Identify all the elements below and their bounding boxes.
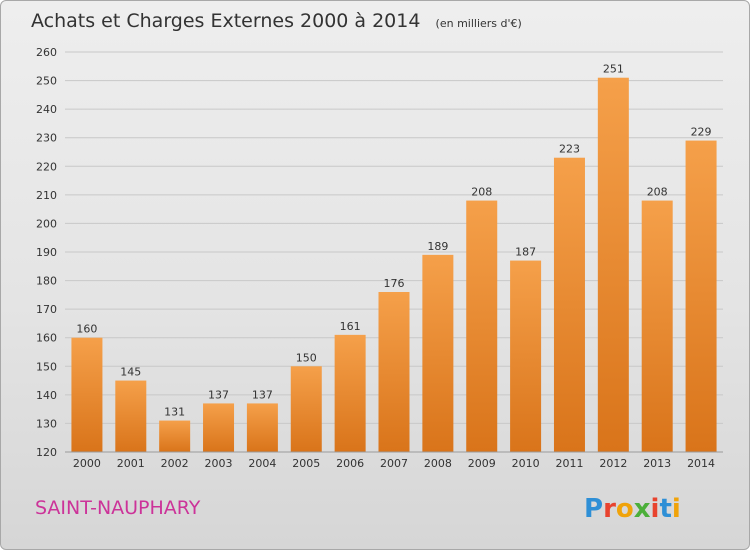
- value-label: 150: [296, 351, 317, 364]
- bar-2007: [378, 292, 410, 452]
- y-tick-label: 240: [36, 103, 57, 116]
- x-tick-label: 2003: [205, 457, 233, 470]
- y-tick-label: 150: [36, 360, 57, 373]
- value-label: 187: [515, 246, 536, 259]
- y-tick-label: 130: [36, 417, 57, 430]
- y-tick-label: 190: [36, 246, 57, 259]
- y-tick-label: 170: [36, 303, 57, 316]
- brand-letter: o: [616, 494, 634, 524]
- bar-2010: [510, 260, 542, 452]
- proxiti-logo: Proxiti: [584, 494, 681, 524]
- bar-2014: [685, 140, 717, 453]
- y-axis-ticks: 120 130 140 150 160 170 180 190 200 210 220 230 240 2…: [36, 46, 57, 459]
- bar-2008: [422, 254, 454, 452]
- value-label: 176: [384, 277, 405, 290]
- x-tick-label: 2013: [643, 457, 671, 470]
- brand-letter: x: [634, 494, 651, 524]
- bar-2001: [115, 380, 147, 452]
- chart-subtitle: (en milliers d'€): [436, 17, 522, 30]
- y-tick-label: 120: [36, 446, 57, 459]
- bar-2004: [246, 403, 278, 452]
- bar-2002: [159, 420, 191, 452]
- commune-name: SAINT-NAUPHARY: [35, 497, 201, 519]
- bar-2006: [334, 334, 366, 452]
- y-tick-label: 200: [36, 217, 57, 230]
- x-tick-label: 2012: [599, 457, 627, 470]
- y-tick-label: 140: [36, 389, 57, 402]
- x-tick-label: 2000: [73, 457, 101, 470]
- bars: [71, 77, 717, 453]
- bar-2012: [597, 77, 629, 452]
- brand-letter: i: [651, 494, 660, 524]
- value-label: 137: [208, 388, 229, 401]
- value-label: 160: [76, 323, 97, 336]
- bar-2003: [203, 403, 235, 452]
- value-labels: 160 145 131 137 137 150 161 176 189 208 187 223 251 2…: [76, 63, 711, 419]
- x-tick-label: 2007: [380, 457, 408, 470]
- value-label: 229: [691, 126, 712, 139]
- x-tick-label: 2002: [161, 457, 189, 470]
- x-tick-label: 2009: [468, 457, 496, 470]
- y-tick-label: 260: [36, 46, 57, 59]
- value-label: 189: [427, 240, 448, 253]
- chart-title-main: Achats et Charges Externes 2000 à 2014 (…: [31, 10, 522, 32]
- x-tick-label: 2006: [336, 457, 364, 470]
- y-tick-label: 230: [36, 132, 57, 145]
- value-label: 208: [471, 186, 492, 199]
- value-label: 145: [120, 366, 141, 379]
- x-tick-label: 2001: [117, 457, 145, 470]
- value-label: 208: [647, 186, 668, 199]
- bar-2013: [641, 200, 673, 452]
- value-label: 251: [603, 63, 624, 76]
- y-tick-label: 160: [36, 332, 57, 345]
- value-label: 223: [559, 143, 580, 156]
- value-label: 131: [164, 406, 185, 419]
- x-tick-label: 2014: [687, 457, 715, 470]
- bar-2011: [553, 157, 585, 452]
- brand-letter: t: [659, 494, 671, 524]
- y-tick-label: 220: [36, 160, 57, 173]
- x-axis-ticks: 2000 2001 2002 2003 2004 2005 2006 2007 2008 2009…: [73, 457, 715, 470]
- brand-logo-text: Proxiti: [584, 494, 681, 524]
- chart-title: Achats et Charges Externes 2000 à 2014: [31, 10, 420, 32]
- x-tick-label: 2010: [512, 457, 540, 470]
- x-tick-label: 2005: [292, 457, 320, 470]
- bar-2005: [290, 366, 322, 452]
- x-tick-label: 2004: [248, 457, 276, 470]
- brand-letter: i: [672, 494, 681, 524]
- y-tick-label: 250: [36, 75, 57, 88]
- x-tick-label: 2011: [555, 457, 583, 470]
- bar-2000: [71, 337, 103, 452]
- x-tick-label: 2008: [424, 457, 452, 470]
- y-tick-label: 210: [36, 189, 57, 202]
- value-label: 137: [252, 388, 273, 401]
- value-label: 161: [340, 320, 361, 333]
- brand-letter: P: [584, 494, 603, 524]
- bar-2009: [466, 200, 498, 452]
- y-tick-label: 180: [36, 275, 57, 288]
- brand-letter: r: [603, 494, 616, 524]
